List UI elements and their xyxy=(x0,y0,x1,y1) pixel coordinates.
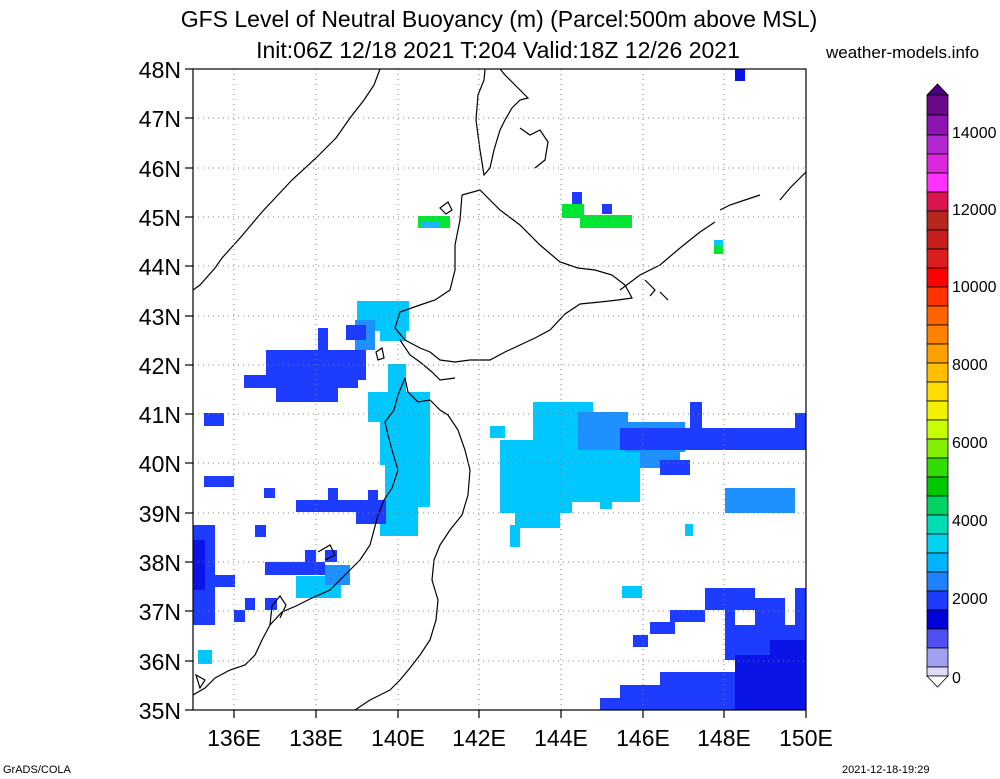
lat-label: 44N xyxy=(139,254,181,280)
colorbar-label: 10000 xyxy=(952,279,997,296)
colorbar-label: 6000 xyxy=(952,435,988,452)
plot-frame xyxy=(192,68,807,711)
lat-label: 42N xyxy=(139,353,181,379)
site-label: weather-models.info xyxy=(826,43,980,62)
lon-label: 138E xyxy=(289,725,343,751)
colorbar-label: 4000 xyxy=(952,513,988,530)
footer-timestamp: 2021-12-18-19:29 xyxy=(842,764,930,776)
lat-label: 39N xyxy=(139,501,181,527)
lon-label: 136E xyxy=(207,725,261,751)
colorbar-label: 2000 xyxy=(952,591,988,608)
field-green-patches xyxy=(418,192,723,254)
chart-subtitle: Init:06Z 12/18 2021 T:204 Valid:18Z 12/2… xyxy=(256,37,740,63)
lon-label: 146E xyxy=(616,725,670,751)
colorbar-label: 14000 xyxy=(952,125,997,142)
field-blue-patches xyxy=(193,325,806,710)
field-lightblue-patches xyxy=(325,320,795,585)
lat-label: 45N xyxy=(139,205,181,231)
lat-label: 37N xyxy=(139,599,181,625)
colorbar-label: 0 xyxy=(952,670,961,687)
lat-label: 47N xyxy=(139,106,181,132)
lat-label: 38N xyxy=(139,550,181,576)
grid xyxy=(193,69,806,710)
colorbar xyxy=(926,83,949,688)
lat-label: 41N xyxy=(139,402,181,428)
buoyancy-field xyxy=(193,69,806,710)
footer-left: GrADS/COLA xyxy=(3,764,71,776)
lat-label: 40N xyxy=(139,451,181,477)
axis-ticks xyxy=(185,68,807,718)
lat-label: 43N xyxy=(139,304,181,330)
lat-label: 46N xyxy=(139,156,181,182)
field-darkblue-patches xyxy=(193,69,806,710)
colorbar-label: 8000 xyxy=(952,357,988,374)
coastlines xyxy=(193,69,806,710)
lon-label: 142E xyxy=(452,725,506,751)
lon-label: 144E xyxy=(534,725,588,751)
lon-label: 148E xyxy=(697,725,751,751)
lon-label: 150E xyxy=(779,725,833,751)
lon-label: 140E xyxy=(371,725,425,751)
lat-label: 48N xyxy=(139,57,181,83)
chart-title: GFS Level of Neutral Buoyancy (m) (Parce… xyxy=(180,6,818,32)
lat-label: 36N xyxy=(139,649,181,675)
colorbar-label: 12000 xyxy=(952,202,997,219)
lat-label: 35N xyxy=(139,698,181,724)
